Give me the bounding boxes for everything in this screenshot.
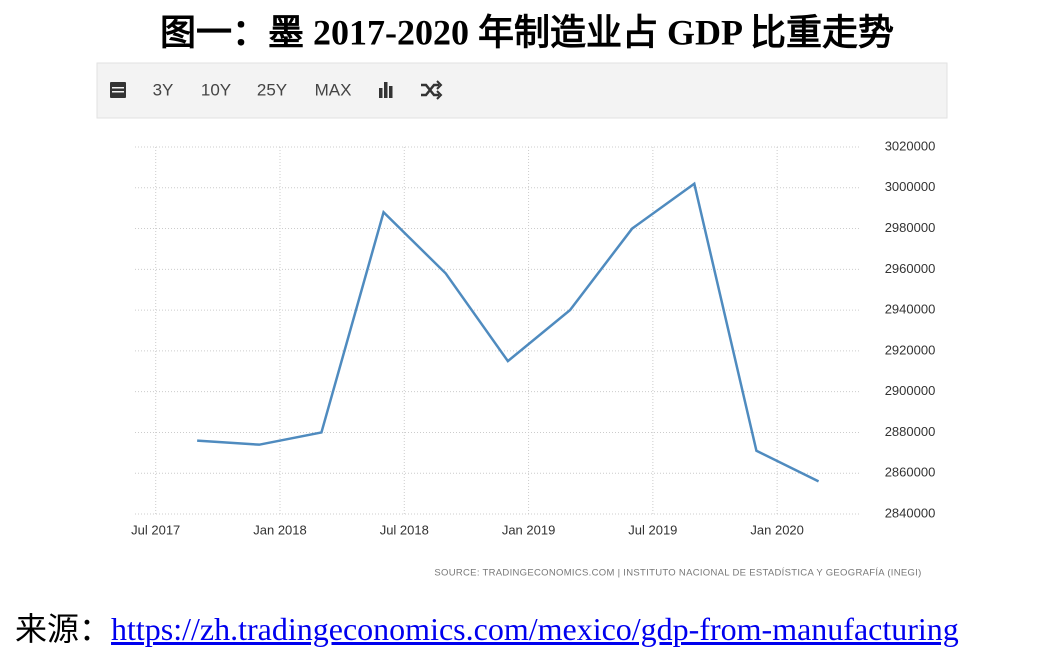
footer-label: 来源：	[15, 611, 112, 647]
bar-chart-icon[interactable]	[379, 82, 393, 98]
calendar-icon[interactable]	[110, 82, 126, 98]
footer: 来源：https://zh.tradingeconomics.com/mexic…	[15, 604, 959, 650]
x-tick-label: Jul 2017	[131, 522, 180, 537]
y-tick-label: 2960000	[885, 261, 936, 276]
chart-title: 图一：墨 2017-2020 年制造业占 GDP 比重走势	[160, 12, 894, 52]
range-button[interactable]: 25Y	[257, 80, 287, 99]
y-tick-label: 2920000	[885, 342, 936, 357]
source-note: SOURCE: TRADINGECONOMICS.COM | INSTITUTO…	[434, 568, 921, 579]
toolbar	[96, 62, 948, 119]
x-tick-label: Jul 2018	[380, 522, 429, 537]
x-tick-label: Jan 2019	[502, 522, 556, 537]
y-tick-label: 2940000	[885, 302, 936, 317]
x-tick-label: Jan 2020	[750, 522, 804, 537]
y-tick-label: 2880000	[885, 424, 936, 439]
range-button[interactable]: MAX	[315, 80, 352, 99]
y-tick-label: 2860000	[885, 465, 936, 480]
y-tick-label: 2840000	[885, 505, 936, 520]
source-link[interactable]: https://zh.tradingeconomics.com/mexico/g…	[111, 611, 959, 647]
range-button[interactable]: 3Y	[153, 80, 174, 99]
y-tick-label: 3000000	[885, 179, 936, 194]
y-tick-label: 3020000	[885, 138, 936, 153]
y-tick-label: 2980000	[885, 220, 936, 235]
x-tick-label: Jan 2018	[253, 522, 307, 537]
data-line	[197, 181, 820, 483]
range-button[interactable]: 10Y	[201, 80, 231, 99]
chart: 图一：墨 2017-2020 年制造业占 GDP 比重走势 SOURCE: TR…	[96, 12, 948, 579]
shuffle-icon[interactable]	[421, 80, 443, 100]
x-tick-label: Jul 2019	[628, 522, 677, 537]
y-tick-label: 2900000	[885, 383, 936, 398]
